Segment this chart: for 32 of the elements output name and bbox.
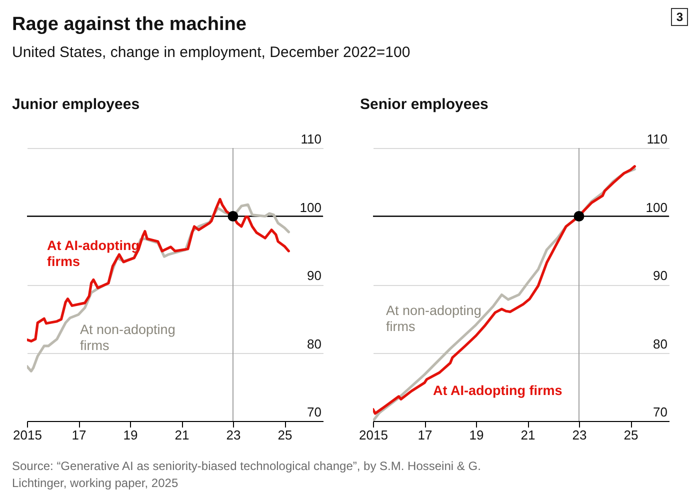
x-tick-label: 23 <box>572 428 587 442</box>
y-tick-label: 70 <box>307 404 322 420</box>
text: United States, change in employment, December 2022=100 <box>12 44 410 61</box>
y-tick-label: 110 <box>646 132 668 146</box>
series-label: At non-adopting firms <box>386 303 482 334</box>
x-tick-label: 25 <box>624 428 638 442</box>
y-tick-label: 110 <box>300 132 322 146</box>
chart-title: Senior employees <box>360 96 488 113</box>
x-tick-label: 2015 <box>13 428 42 442</box>
y-tick-label: 80 <box>307 336 322 352</box>
text: 3 <box>671 8 688 26</box>
x-tick-label: 19 <box>123 428 138 442</box>
x-tick-label: 25 <box>278 428 292 442</box>
x-tick-label: 2015 <box>359 428 388 442</box>
series-label: At AI-adopting firms <box>433 383 562 398</box>
series-label: At non-adopting firms <box>80 322 176 353</box>
y-tick-label: 80 <box>653 336 668 352</box>
x-tick-label: 21 <box>174 428 190 442</box>
y-tick-label: 90 <box>307 268 322 283</box>
text: Rage against the machine <box>12 14 246 36</box>
source-note: Source: “Generative AI as seniority-biased technological change”, by S.M. Hosseini & G. Lichtinger, working paper, 2025 <box>12 458 482 492</box>
series-label: At AI-adopting firms <box>47 238 140 269</box>
y-tick-label: 70 <box>653 404 668 420</box>
x-tick-label: 23 <box>226 428 241 442</box>
chart-title: Junior employees <box>12 96 140 113</box>
x-tick-label: 21 <box>520 428 536 442</box>
y-tick-label: 90 <box>653 268 668 283</box>
y-tick-label: 100 <box>300 200 322 215</box>
y-tick-label: 100 <box>646 200 668 215</box>
x-tick-label: 17 <box>72 428 86 442</box>
x-tick-label: 17 <box>418 428 432 442</box>
x-tick-label: 19 <box>469 428 484 442</box>
